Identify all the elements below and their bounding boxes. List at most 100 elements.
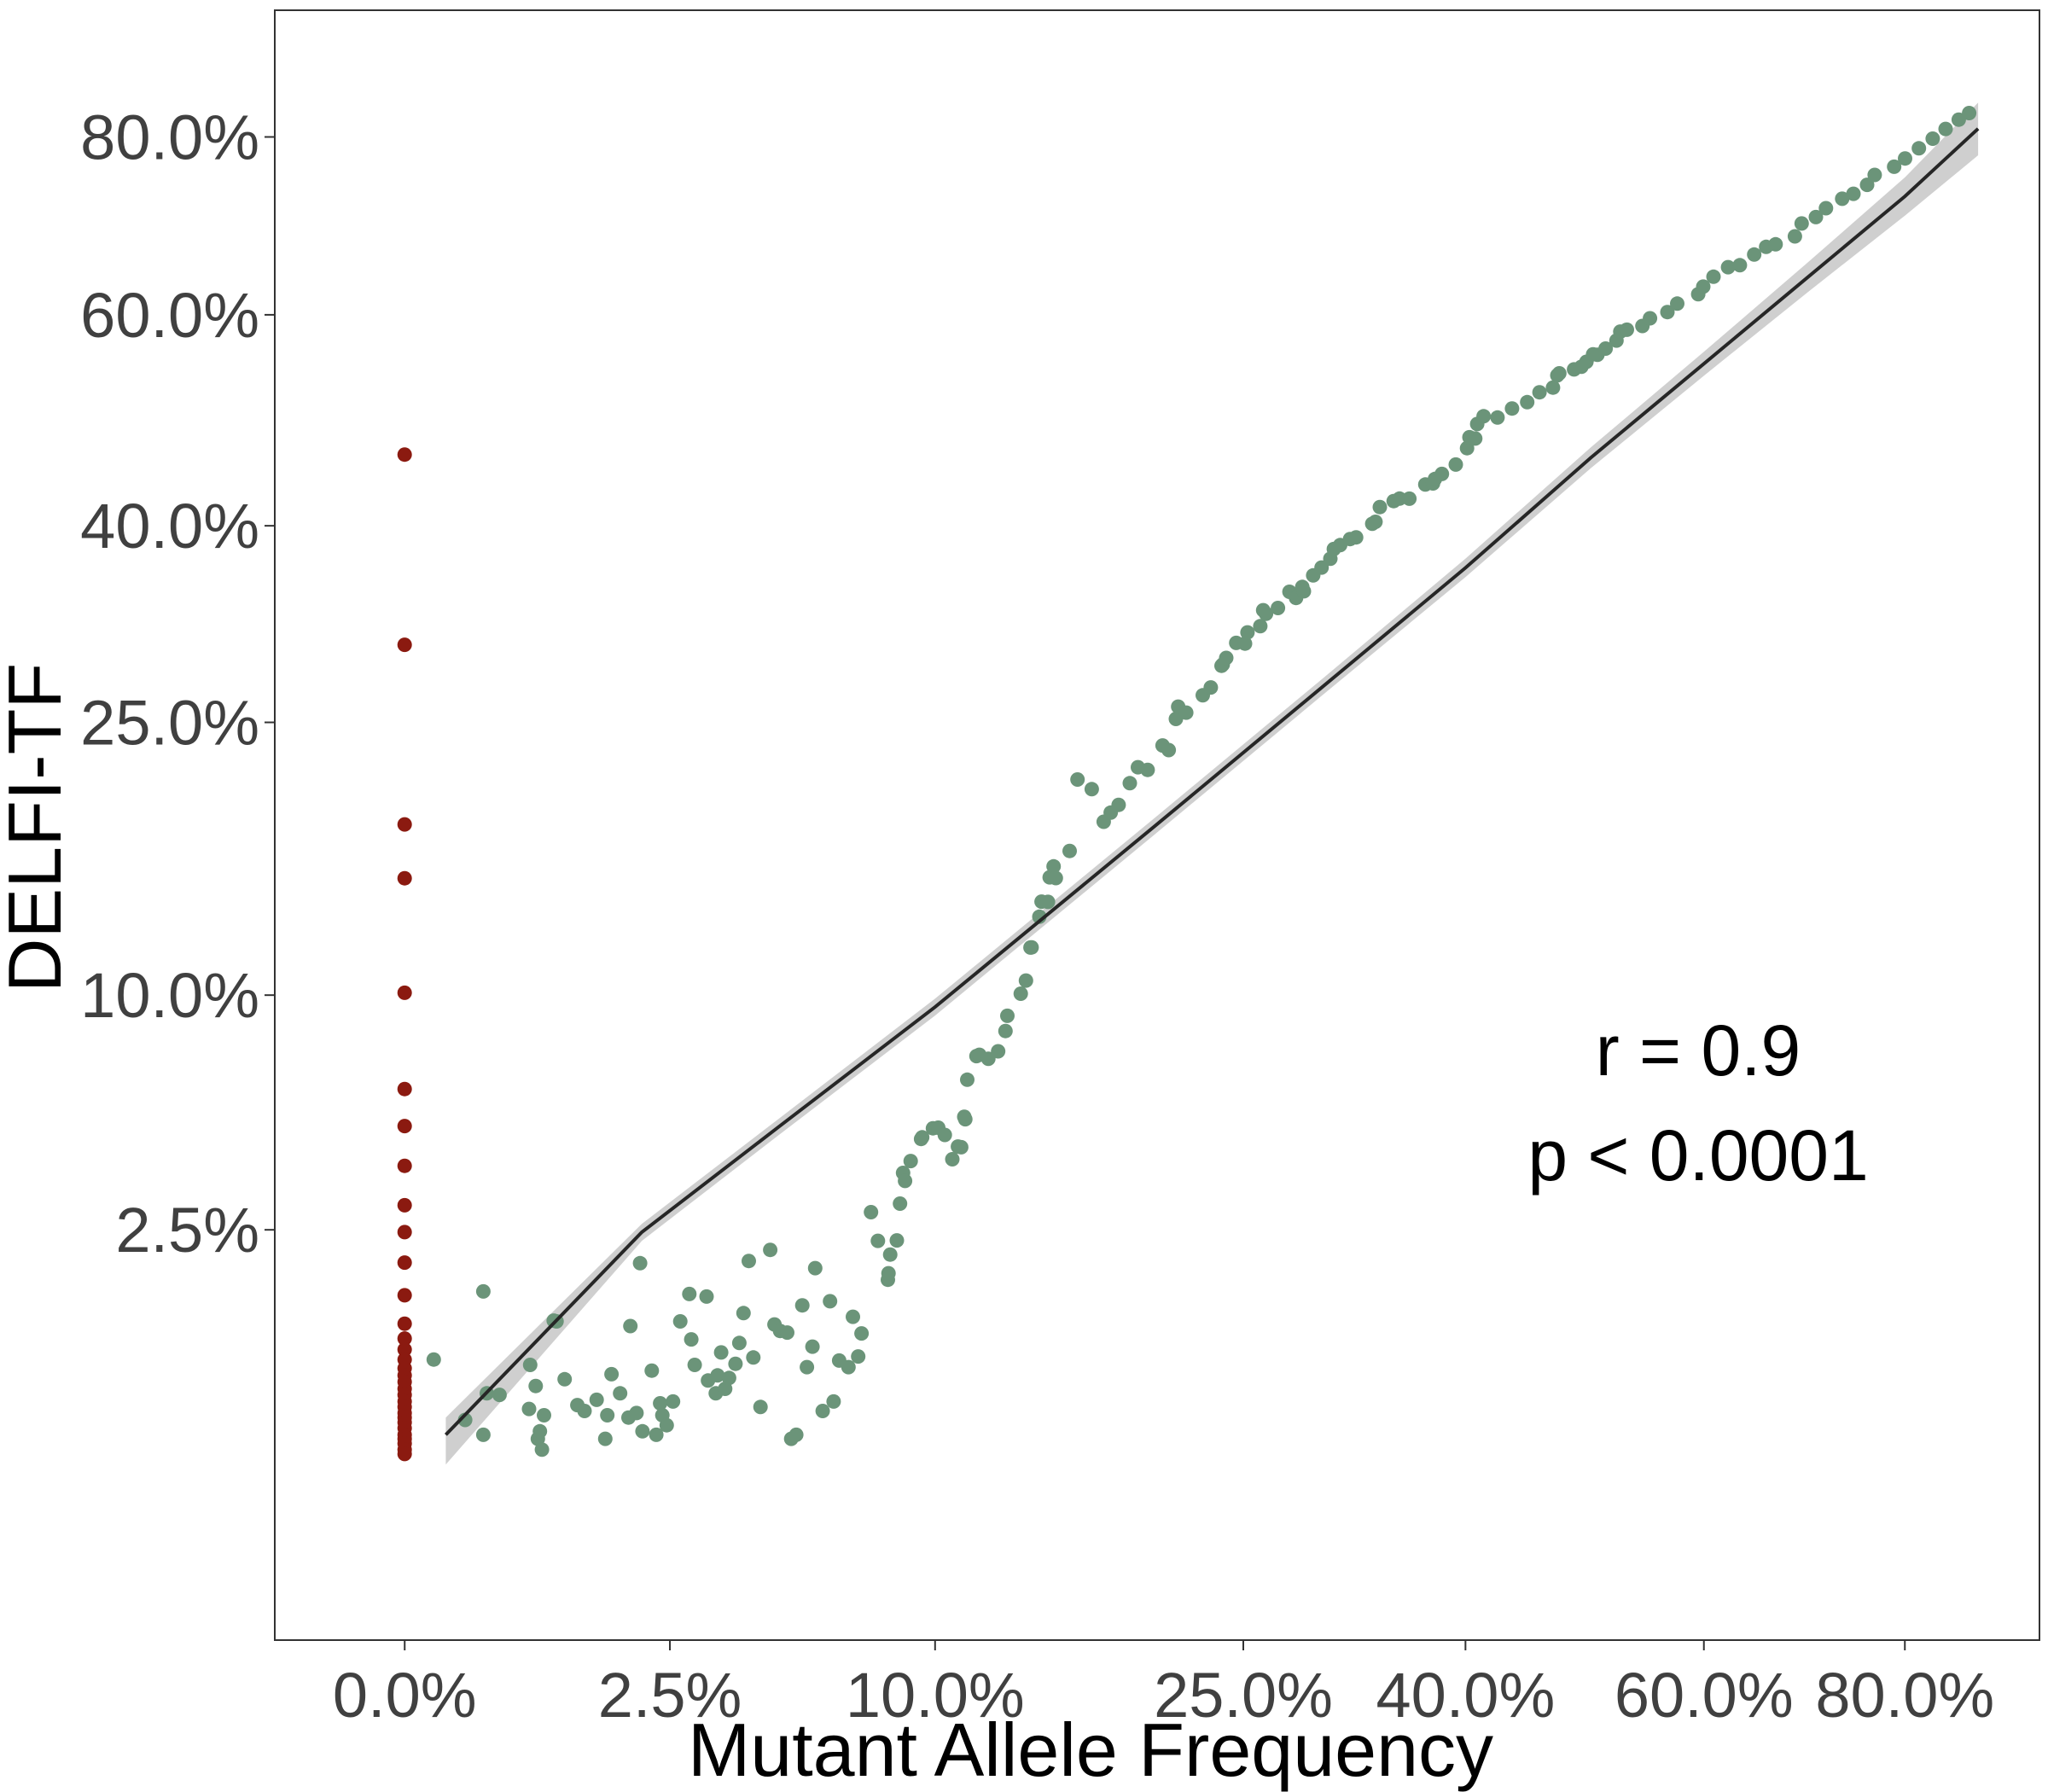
detected-point-34	[672, 1314, 688, 1329]
detected-point-80	[915, 1130, 930, 1145]
undetected-point-3	[397, 870, 412, 886]
detected-point-178	[1670, 296, 1684, 311]
undetected-point-11	[397, 1288, 412, 1303]
detected-point-162	[1532, 385, 1547, 400]
x-tick-label-0: 0.0%	[333, 1660, 477, 1731]
detected-point-159	[1490, 410, 1505, 425]
detected-point-75	[893, 1196, 908, 1211]
detected-point-102	[1040, 894, 1056, 910]
y-tick-label-0: 2.5%	[115, 1195, 259, 1265]
points-layer	[397, 106, 1977, 1462]
detected-point-107	[1070, 772, 1085, 787]
x-tick-label-2: 10.0%	[846, 1660, 1025, 1731]
detected-point-69	[864, 1205, 879, 1219]
detected-point-56	[788, 1427, 804, 1442]
detected-point-21	[604, 1366, 620, 1382]
detected-point-37	[687, 1358, 702, 1372]
detected-point-41	[710, 1368, 725, 1383]
detected-point-145	[1372, 499, 1388, 515]
detected-point-161	[1520, 394, 1535, 410]
detected-point-111	[1111, 797, 1126, 812]
detected-point-190	[1818, 201, 1834, 216]
detected-point-45	[728, 1356, 743, 1371]
detected-point-156	[1468, 431, 1483, 446]
detected-point-131	[1271, 601, 1286, 615]
x-tick-label-5: 60.0%	[1615, 1660, 1794, 1731]
detected-point-22	[613, 1386, 628, 1401]
detected-point-201	[1962, 106, 1977, 120]
detected-point-68	[854, 1326, 870, 1341]
undetected-point-2	[397, 817, 412, 832]
detected-point-186	[1768, 236, 1783, 252]
detected-point-54	[780, 1325, 794, 1341]
fit-line	[444, 127, 1980, 1436]
detected-point-6	[521, 1401, 537, 1417]
y-tick-label-2: 25.0%	[80, 688, 259, 759]
undetected-point-9	[397, 1225, 412, 1240]
detected-point-33	[666, 1393, 681, 1409]
detected-point-63	[826, 1393, 841, 1409]
x-tick-label-6: 80.0%	[1815, 1660, 1994, 1731]
undetected-point-10	[397, 1255, 412, 1271]
detected-point-7	[522, 1358, 538, 1372]
detected-point-95	[1000, 1008, 1015, 1023]
detected-point-38	[699, 1289, 714, 1304]
confidence-band	[445, 102, 1979, 1465]
detected-point-93	[991, 1044, 1006, 1059]
detected-point-83	[937, 1127, 952, 1143]
detected-point-12	[537, 1408, 551, 1423]
y-tick-label-4: 60.0%	[80, 280, 259, 351]
detected-point-104	[1046, 858, 1062, 874]
detected-point-135	[1296, 584, 1312, 599]
detected-point-197	[1911, 141, 1927, 156]
detected-point-116	[1161, 742, 1177, 758]
detected-point-11	[534, 1442, 550, 1457]
detected-point-2	[475, 1427, 491, 1442]
detected-point-152	[1434, 466, 1450, 481]
detected-point-62	[823, 1294, 838, 1309]
detected-point-84	[945, 1152, 960, 1167]
detected-point-66	[846, 1309, 860, 1324]
undetected-point-5	[397, 1081, 412, 1097]
detected-point-128	[1253, 619, 1268, 634]
detected-point-192	[1846, 186, 1861, 201]
detected-point-78	[903, 1154, 918, 1169]
detected-point-198	[1925, 131, 1940, 146]
detected-point-15	[557, 1371, 573, 1387]
detected-point-112	[1122, 776, 1137, 791]
detected-point-108	[1084, 782, 1099, 797]
detected-point-171	[1598, 341, 1614, 356]
detected-point-72	[881, 1265, 896, 1281]
y-tick-label-1: 10.0%	[80, 960, 259, 1031]
detected-point-94	[998, 1023, 1013, 1039]
detected-point-99	[1024, 940, 1039, 955]
detected-point-119	[1178, 705, 1194, 720]
detected-point-77	[898, 1173, 913, 1189]
y-tick-label-3: 40.0%	[80, 491, 259, 561]
detected-point-88	[957, 1112, 973, 1127]
detected-point-105	[1048, 870, 1063, 886]
confidence-band-layer	[445, 102, 1979, 1465]
plot-frame	[274, 9, 2040, 1641]
detected-point-26	[632, 1255, 648, 1271]
detected-point-181	[1706, 269, 1721, 284]
x-tick-label-3: 25.0%	[1154, 1660, 1333, 1731]
detected-point-195	[1887, 159, 1902, 174]
p-value-annotation: p < 0.0001	[1527, 1115, 1868, 1196]
detected-point-49	[746, 1350, 761, 1365]
detected-point-182	[1720, 259, 1736, 275]
detected-point-142	[1348, 530, 1364, 545]
detected-point-124	[1219, 650, 1234, 666]
detected-point-44	[721, 1370, 736, 1386]
undetected-point-6	[397, 1119, 412, 1134]
detected-point-191	[1835, 191, 1850, 207]
detected-point-184	[1747, 247, 1762, 262]
detected-point-199	[1938, 121, 1953, 137]
detected-point-28	[644, 1363, 660, 1378]
undetected-point-13	[397, 1331, 412, 1347]
detected-point-47	[736, 1306, 751, 1321]
detected-point-24	[623, 1318, 638, 1334]
detected-point-160	[1504, 401, 1520, 416]
detected-point-58	[800, 1359, 815, 1375]
